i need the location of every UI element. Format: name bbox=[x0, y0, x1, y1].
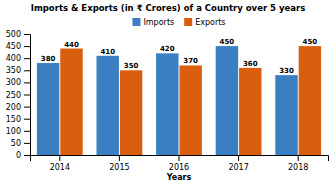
tick-label: 450 bbox=[6, 42, 21, 51]
tick-mark bbox=[24, 46, 30, 47]
bar-series bbox=[60, 46, 321, 155]
tick-mark bbox=[24, 131, 30, 132]
tick-mark bbox=[298, 155, 299, 161]
tick: 100 bbox=[6, 127, 30, 136]
tick-mark bbox=[24, 70, 30, 71]
tick-label: 150 bbox=[6, 115, 21, 124]
data-label: 410 bbox=[100, 48, 115, 56]
title: Imports & Exports (in ₹ Crores) of a Cou… bbox=[31, 3, 305, 13]
legend: Imports Exports bbox=[132, 18, 225, 27]
legend-label: Imports bbox=[143, 18, 174, 27]
tick: 2016 bbox=[169, 155, 189, 172]
data-label: 360 bbox=[243, 60, 258, 68]
tick: 2014 bbox=[50, 155, 70, 172]
tick-label: 2017 bbox=[228, 163, 248, 172]
bar bbox=[60, 49, 82, 155]
bar bbox=[37, 63, 59, 155]
tick-label: 300 bbox=[6, 78, 21, 87]
chart: 0501001502002503003504004505002014201520… bbox=[0, 0, 336, 184]
axis-title: Years bbox=[166, 173, 192, 182]
tick-mark bbox=[179, 155, 180, 161]
bar bbox=[96, 56, 118, 155]
tick-mark bbox=[24, 34, 30, 35]
tick-label: 2014 bbox=[50, 163, 70, 172]
bar bbox=[120, 70, 142, 155]
tick-mark bbox=[59, 155, 60, 161]
bar bbox=[156, 53, 178, 155]
tick-mark bbox=[24, 58, 30, 59]
tick-label: 2016 bbox=[169, 163, 189, 172]
bar bbox=[179, 65, 201, 155]
tick: 2017 bbox=[228, 155, 248, 172]
tick-mark bbox=[238, 155, 239, 161]
tick: 350 bbox=[6, 66, 30, 75]
tick-label: 200 bbox=[6, 103, 21, 112]
legend-swatch bbox=[132, 18, 140, 26]
tick-label: 2015 bbox=[109, 163, 129, 172]
tick-label: 500 bbox=[6, 30, 21, 39]
data-label: 380 bbox=[41, 55, 56, 63]
tick: 400 bbox=[6, 54, 30, 63]
bar bbox=[216, 46, 238, 155]
tick-mark bbox=[24, 82, 30, 83]
tick: 300 bbox=[6, 78, 30, 87]
bar-series bbox=[37, 46, 298, 155]
x-axis: 2014 2015 2016 2017 2018 bbox=[31, 155, 329, 172]
legend-swatch bbox=[184, 18, 192, 26]
legend-item: Imports bbox=[132, 18, 174, 27]
bar bbox=[239, 68, 261, 155]
data-label: 330 bbox=[279, 67, 294, 75]
tick-mark bbox=[119, 155, 120, 161]
tick: 50 bbox=[11, 139, 30, 148]
tick: 0 bbox=[16, 151, 30, 160]
data-label: 420 bbox=[160, 45, 175, 53]
plot: 0501001502002503003504004505002014201520… bbox=[6, 30, 329, 172]
axis-line bbox=[24, 35, 31, 156]
legend-item: Exports bbox=[184, 18, 225, 27]
tick-label: 350 bbox=[6, 66, 21, 75]
tick-mark bbox=[24, 143, 30, 144]
tick-label: 0 bbox=[16, 151, 21, 160]
bars bbox=[37, 46, 321, 155]
tick-label: 50 bbox=[11, 139, 21, 148]
tick: 450 bbox=[6, 42, 30, 51]
tick: 500 bbox=[6, 30, 30, 39]
y-axis: 0 50 100 150 200 250 300 350 400 450 500 bbox=[6, 30, 31, 160]
data-label: 440 bbox=[64, 41, 79, 49]
tick-mark bbox=[24, 119, 30, 120]
axis-line bbox=[31, 156, 329, 162]
tick-mark bbox=[24, 107, 30, 108]
data-label: 450 bbox=[220, 38, 235, 46]
tick-label: 100 bbox=[6, 127, 21, 136]
tick: 250 bbox=[6, 91, 30, 100]
tick: 2015 bbox=[109, 155, 129, 172]
tick: 200 bbox=[6, 103, 30, 112]
tick-label: 2018 bbox=[288, 163, 308, 172]
data-label: 450 bbox=[303, 38, 318, 46]
bar bbox=[275, 75, 297, 155]
tick-label: 400 bbox=[6, 54, 21, 63]
data-label: 350 bbox=[124, 62, 139, 70]
data-label: 370 bbox=[183, 57, 198, 65]
tick: 150 bbox=[6, 115, 30, 124]
tick-label: 250 bbox=[6, 91, 21, 100]
tick-mark bbox=[24, 155, 30, 156]
data-labels: 380 410 420 450 330 440 350 370 360 450 bbox=[41, 38, 318, 75]
tick: 2018 bbox=[288, 155, 308, 172]
tick-mark bbox=[24, 95, 30, 96]
legend-label: Exports bbox=[195, 18, 225, 27]
bar bbox=[299, 46, 321, 155]
